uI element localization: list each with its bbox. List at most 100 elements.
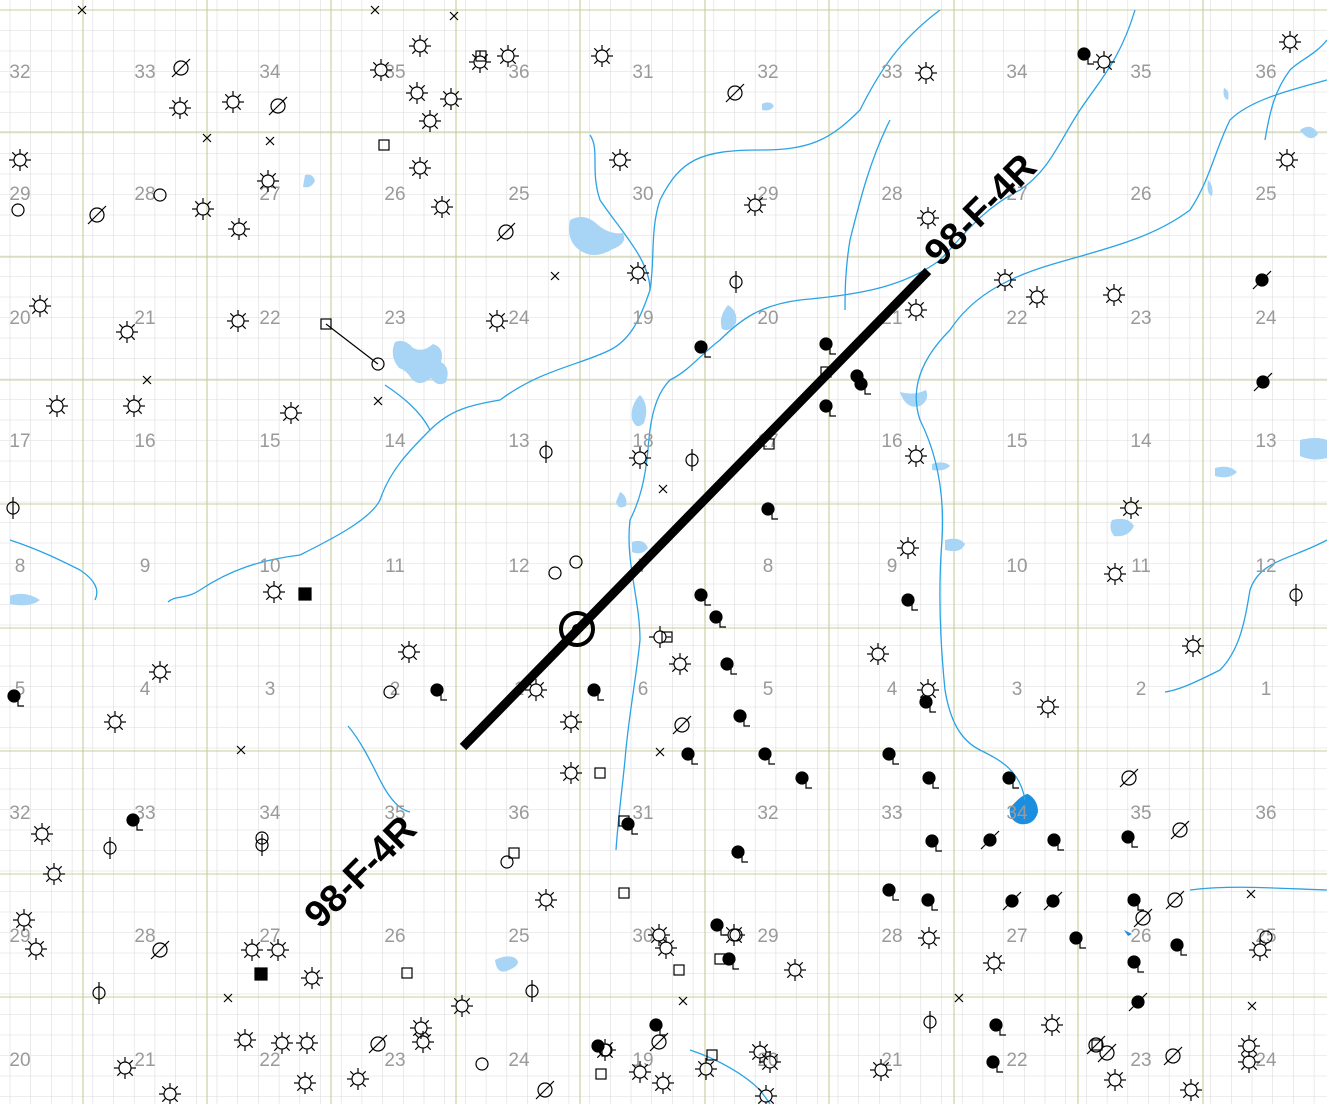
gas-well-icon[interactable] bbox=[257, 170, 279, 192]
gas-well-icon[interactable] bbox=[1037, 696, 1059, 718]
gas-well-icon[interactable] bbox=[29, 295, 51, 317]
oil-well-icon[interactable] bbox=[7, 689, 24, 707]
gas-well-icon[interactable] bbox=[917, 679, 939, 701]
suspended-well-icon[interactable] bbox=[255, 834, 269, 856]
dry-hole-icon[interactable] bbox=[1097, 1043, 1117, 1063]
surface-location-icon[interactable] bbox=[673, 964, 685, 976]
dry-hole-icon[interactable] bbox=[535, 1080, 555, 1100]
oil-well-icon[interactable] bbox=[733, 709, 750, 727]
dry-hole-icon[interactable] bbox=[268, 96, 288, 116]
gas-well-icon[interactable] bbox=[560, 762, 582, 784]
gas-well-icon[interactable] bbox=[560, 711, 582, 733]
oil-well-icon[interactable] bbox=[854, 377, 871, 395]
abandoned-oil-well-icon[interactable] bbox=[1043, 891, 1063, 911]
gas-well-icon[interactable] bbox=[1026, 286, 1048, 308]
gas-well-icon[interactable] bbox=[591, 45, 613, 67]
gas-well-icon[interactable] bbox=[535, 889, 557, 911]
surface-location-icon[interactable] bbox=[595, 1068, 607, 1080]
gas-well-icon[interactable] bbox=[784, 959, 806, 981]
surface-location-icon[interactable] bbox=[618, 815, 630, 827]
location-icon[interactable] bbox=[475, 1057, 489, 1071]
gas-well-icon[interactable] bbox=[629, 1061, 651, 1083]
oil-well-icon[interactable] bbox=[1047, 833, 1064, 851]
gas-well-icon[interactable] bbox=[755, 1085, 777, 1104]
gas-well-icon[interactable] bbox=[905, 445, 927, 467]
cancelled-location-icon[interactable] bbox=[658, 484, 668, 494]
dry-hole-icon[interactable] bbox=[368, 1034, 388, 1054]
gas-well-icon[interactable] bbox=[917, 207, 939, 229]
dry-hole-icon[interactable] bbox=[1170, 820, 1190, 840]
dry-hole-icon[interactable] bbox=[725, 83, 745, 103]
oil-well-icon[interactable] bbox=[921, 893, 938, 911]
dry-hole-icon[interactable] bbox=[1133, 908, 1153, 928]
surface-location-icon[interactable] bbox=[1091, 1039, 1103, 1051]
oil-well-icon[interactable] bbox=[709, 610, 726, 628]
gas-well-icon[interactable] bbox=[294, 1072, 316, 1094]
gas-well-icon[interactable] bbox=[271, 1032, 293, 1054]
gas-well-icon[interactable] bbox=[263, 581, 285, 603]
gas-well-icon[interactable] bbox=[870, 1059, 892, 1081]
gas-well-icon[interactable] bbox=[13, 909, 35, 931]
location-icon[interactable] bbox=[371, 357, 385, 371]
cancelled-location-icon[interactable] bbox=[202, 133, 212, 143]
gas-well-icon[interactable] bbox=[114, 1057, 136, 1079]
gas-well-icon[interactable] bbox=[649, 626, 671, 648]
gas-well-icon[interactable] bbox=[497, 45, 519, 67]
gas-well-icon[interactable] bbox=[222, 91, 244, 113]
gas-well-icon[interactable] bbox=[25, 938, 47, 960]
oil-well-icon[interactable] bbox=[882, 883, 899, 901]
oil-well-icon[interactable] bbox=[925, 834, 942, 852]
dry-hole-icon[interactable] bbox=[1119, 768, 1139, 788]
abandoned-oil-well-icon[interactable] bbox=[1253, 372, 1273, 392]
surface-location-icon[interactable] bbox=[714, 953, 726, 965]
gas-well-icon[interactable] bbox=[419, 110, 441, 132]
oil-well-icon[interactable] bbox=[587, 683, 604, 701]
gas-well-icon[interactable] bbox=[652, 1072, 674, 1094]
cancelled-location-icon[interactable] bbox=[678, 996, 688, 1006]
gas-well-icon[interactable] bbox=[409, 35, 431, 57]
gas-well-icon[interactable] bbox=[410, 1017, 432, 1039]
gas-well-icon[interactable] bbox=[983, 952, 1005, 974]
gas-well-icon[interactable] bbox=[149, 661, 171, 683]
surface-location-icon[interactable] bbox=[661, 631, 673, 643]
cancelled-location-icon[interactable] bbox=[550, 271, 560, 281]
location-icon[interactable] bbox=[153, 188, 167, 202]
gas-well-icon[interactable] bbox=[867, 643, 889, 665]
dry-hole-icon[interactable] bbox=[1163, 1046, 1183, 1066]
gas-well-icon[interactable] bbox=[228, 218, 250, 240]
gas-well-icon[interactable] bbox=[192, 198, 214, 220]
gas-well-icon[interactable] bbox=[440, 88, 462, 110]
cancelled-location-icon[interactable] bbox=[142, 375, 152, 385]
well-symbols[interactable] bbox=[6, 5, 1303, 1104]
oil-well-icon[interactable] bbox=[1121, 830, 1138, 848]
gas-well-icon[interactable] bbox=[1238, 1051, 1260, 1073]
surface-location-icon[interactable] bbox=[594, 767, 606, 779]
gas-well-icon[interactable] bbox=[431, 196, 453, 218]
gas-well-icon[interactable] bbox=[1182, 635, 1204, 657]
oil-well-icon[interactable] bbox=[882, 747, 899, 765]
dry-hole-icon[interactable] bbox=[87, 205, 107, 225]
gas-well-icon[interactable] bbox=[1104, 1069, 1126, 1091]
suspended-well-icon[interactable] bbox=[923, 1011, 937, 1033]
oil-well-icon[interactable] bbox=[722, 952, 739, 970]
gas-well-icon[interactable] bbox=[1276, 149, 1298, 171]
gas-well-icon[interactable] bbox=[669, 653, 691, 675]
cancelled-location-icon[interactable] bbox=[655, 747, 665, 757]
gas-well-icon[interactable] bbox=[301, 967, 323, 989]
gas-well-icon[interactable] bbox=[347, 1068, 369, 1090]
surface-location-icon[interactable] bbox=[706, 1049, 718, 1061]
cancelled-location-icon[interactable] bbox=[954, 993, 964, 1003]
gas-well-icon[interactable] bbox=[486, 310, 508, 332]
oil-well-icon[interactable] bbox=[430, 683, 447, 701]
suspended-well-icon[interactable] bbox=[6, 497, 20, 519]
gas-well-icon[interactable] bbox=[905, 299, 927, 321]
gas-well-icon[interactable] bbox=[46, 395, 68, 417]
gas-well-icon[interactable] bbox=[409, 157, 431, 179]
gas-well-icon[interactable] bbox=[234, 1029, 256, 1051]
gas-well-icon[interactable] bbox=[227, 310, 249, 332]
gas-well-icon[interactable] bbox=[241, 939, 263, 961]
gas-well-icon[interactable] bbox=[609, 149, 631, 171]
gas-well-icon[interactable] bbox=[1104, 563, 1126, 585]
oil-well-icon[interactable] bbox=[819, 399, 836, 417]
gas-well-icon[interactable] bbox=[759, 1051, 781, 1073]
